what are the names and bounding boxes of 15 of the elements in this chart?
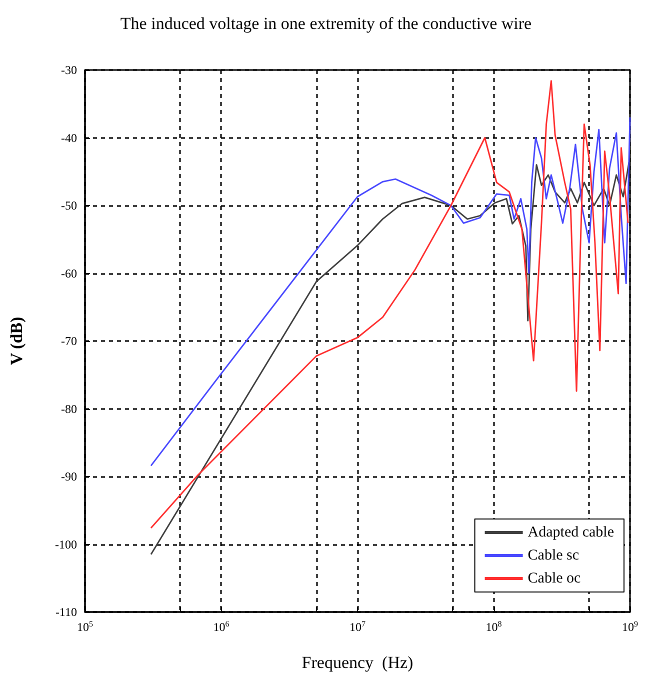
- y-tick-label: -90: [61, 470, 77, 484]
- chart-title: The induced voltage in one extremity of the conductive wire: [120, 14, 532, 33]
- y-tick-label: -40: [61, 130, 77, 145]
- y-tick-label: -70: [61, 334, 77, 348]
- x-axis-title: Frequency (Hz): [302, 653, 414, 672]
- y-tick-label: -50: [61, 198, 77, 212]
- y-tick-label: -60: [61, 266, 77, 280]
- y-tick-label: -80: [61, 402, 77, 416]
- legend-label: Adapted cable: [528, 524, 614, 540]
- legend-label: Cable sc: [528, 548, 580, 564]
- y-axis-title: V (dB): [7, 316, 26, 366]
- y-tick-label: -30: [61, 63, 77, 77]
- legend-label: Cable oc: [528, 570, 582, 586]
- y-tick-label: -100: [55, 537, 77, 552]
- y-tick-label: -110: [55, 605, 77, 619]
